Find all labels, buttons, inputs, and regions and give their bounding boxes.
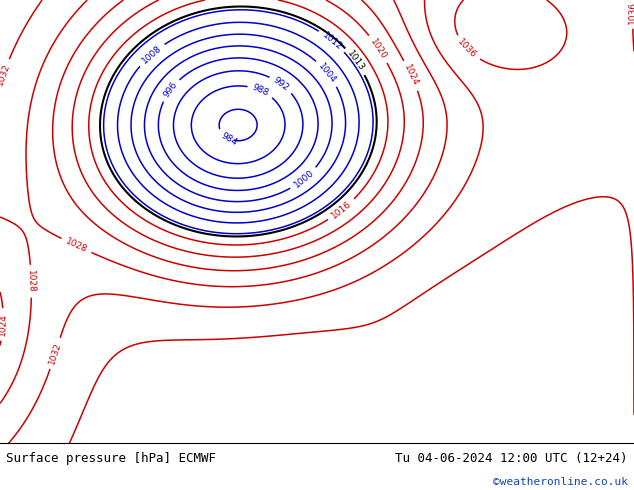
Text: 1012: 1012: [320, 30, 344, 51]
Text: 1036: 1036: [628, 0, 634, 24]
Text: 1032: 1032: [0, 62, 11, 87]
Text: 1008: 1008: [140, 44, 163, 66]
Text: ©weatheronline.co.uk: ©weatheronline.co.uk: [493, 477, 628, 487]
Text: Surface pressure [hPa] ECMWF: Surface pressure [hPa] ECMWF: [6, 452, 216, 465]
Text: 992: 992: [272, 75, 291, 93]
Text: 984: 984: [219, 130, 238, 147]
Text: 1024: 1024: [0, 313, 8, 336]
Text: 1036: 1036: [630, 420, 634, 443]
Text: 1020: 1020: [368, 37, 389, 61]
Text: 996: 996: [162, 80, 179, 99]
Text: 1032: 1032: [48, 341, 63, 366]
Text: 1028: 1028: [64, 237, 89, 254]
Text: 1036: 1036: [456, 37, 478, 60]
Text: 1028: 1028: [27, 270, 36, 293]
Text: Tu 04-06-2024 12:00 UTC (12+24): Tu 04-06-2024 12:00 UTC (12+24): [395, 452, 628, 465]
Text: 1016: 1016: [330, 199, 353, 220]
Text: 1024: 1024: [403, 63, 420, 88]
Text: 1013: 1013: [346, 49, 366, 73]
Text: 1000: 1000: [292, 168, 316, 190]
Text: 1004: 1004: [316, 61, 338, 85]
Text: 988: 988: [251, 83, 270, 98]
